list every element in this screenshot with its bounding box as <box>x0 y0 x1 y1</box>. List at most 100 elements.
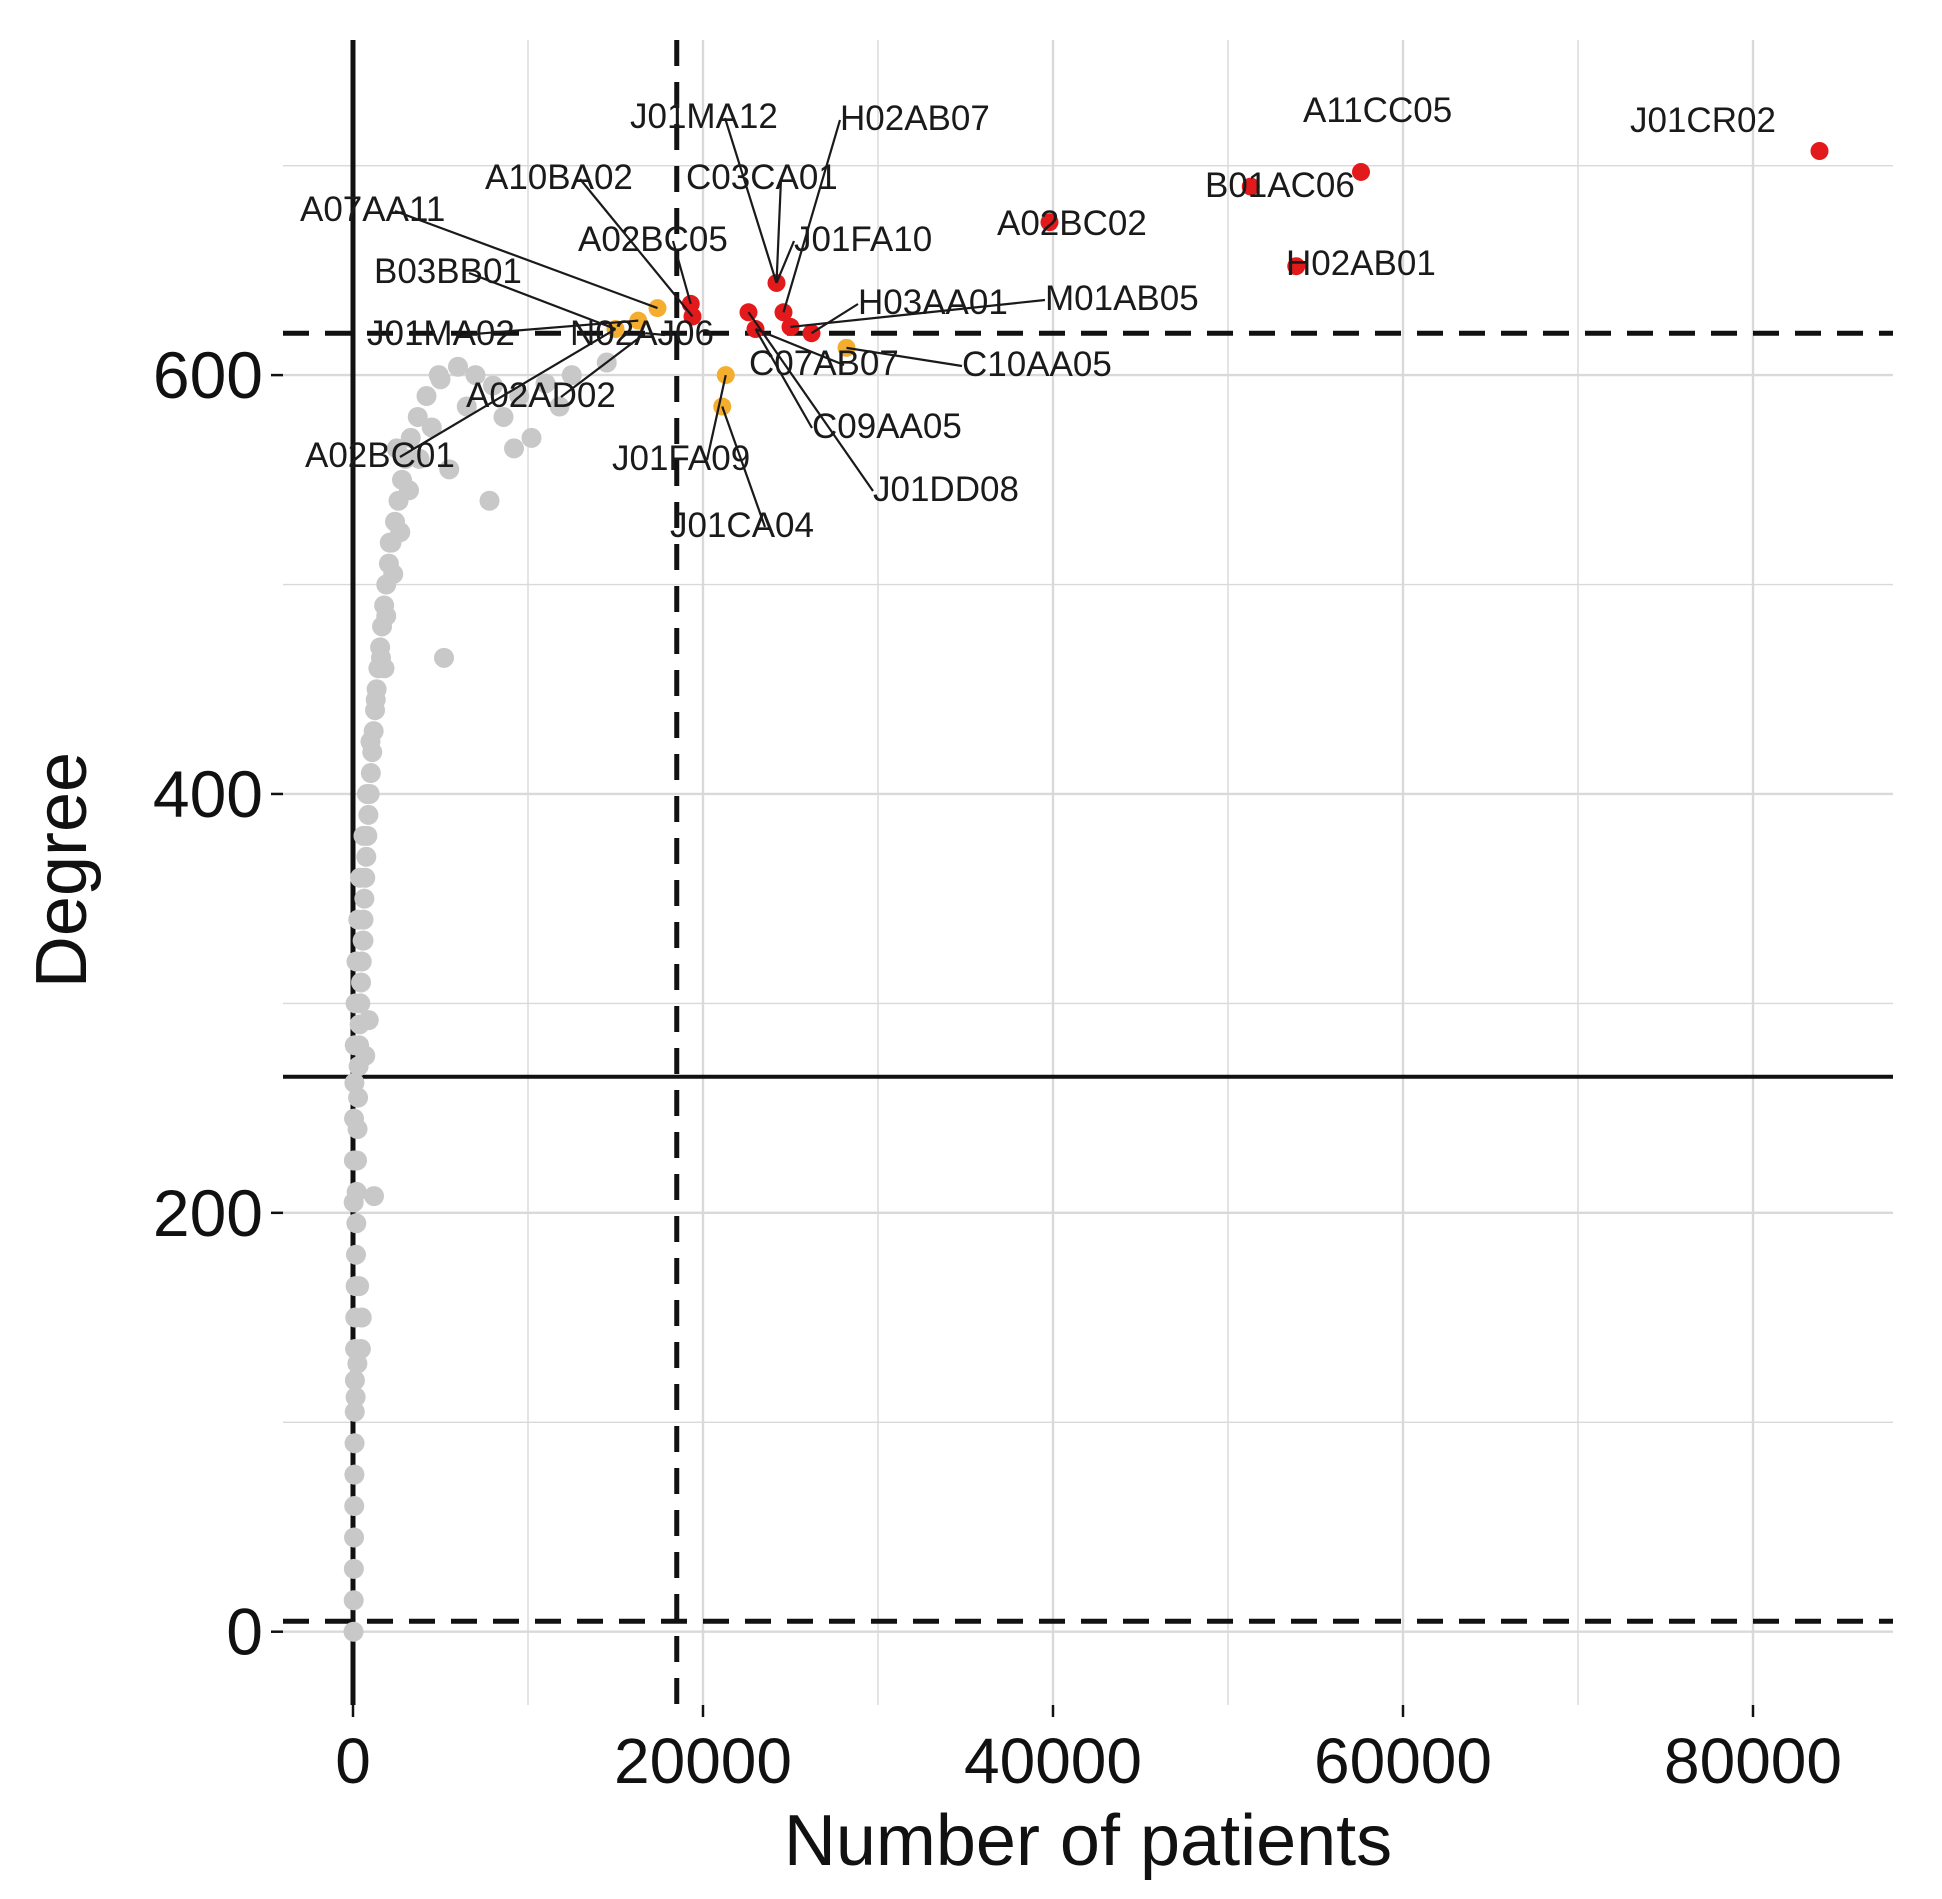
data-point <box>344 1527 365 1548</box>
data-point <box>358 804 379 825</box>
data-point <box>439 459 460 480</box>
point-label: B03BB01 <box>374 252 522 291</box>
data-point <box>409 448 430 469</box>
point-label: A10BA02 <box>485 158 633 197</box>
data-point <box>456 396 477 417</box>
x-tick-label: 20000 <box>614 1725 792 1797</box>
label-leader-line <box>721 406 767 528</box>
data-point <box>348 909 369 930</box>
data-point <box>353 930 374 951</box>
data-point <box>376 605 397 626</box>
y-tick-label: 600 <box>153 338 263 412</box>
data-point <box>521 427 542 448</box>
data-point <box>399 480 419 501</box>
x-tick-label: 80000 <box>1664 1725 1842 1797</box>
label-leader-line <box>468 271 616 331</box>
data-point <box>357 783 377 804</box>
point-label: J01CR02 <box>1630 101 1776 140</box>
data-point <box>535 373 556 394</box>
data-point <box>344 1433 365 1454</box>
data-point <box>407 406 428 427</box>
point-label: J01MA12 <box>630 97 778 136</box>
point-label: H02AB01 <box>1286 244 1436 283</box>
point-labels: J01CR02 A11CC05 B01AC06 H02AB01 A02BC02 J01MA… <box>300 91 1776 545</box>
label-leader-line <box>723 117 778 284</box>
data-point <box>356 846 377 867</box>
data-point <box>483 375 503 396</box>
label-leader-line <box>775 240 796 284</box>
data-point <box>343 1621 364 1642</box>
data-point <box>504 438 524 459</box>
data-point <box>428 365 449 386</box>
y-tick-label: 400 <box>153 757 263 831</box>
y-tick-label: 0 <box>226 1595 263 1669</box>
point-label: H03AA01 <box>858 283 1008 322</box>
label-leader-line <box>399 328 617 458</box>
data-point <box>344 1072 365 1093</box>
label-leader-line <box>790 298 1046 329</box>
point-label: J01FA09 <box>612 439 750 478</box>
point-label: C03CA01 <box>686 158 838 197</box>
data-point <box>346 951 367 972</box>
point-label: A11CC05 <box>1303 91 1452 130</box>
data-point <box>416 386 437 407</box>
point-label: B01AC06 <box>1205 166 1355 205</box>
point-label: A02BC05 <box>578 220 728 259</box>
label-leader-line <box>754 328 813 429</box>
data-point <box>344 1108 365 1129</box>
data-point <box>343 1150 364 1171</box>
data-point <box>343 1192 364 1213</box>
point-label: N02AJ06 <box>570 314 714 353</box>
y-tick-label: 200 <box>153 1176 263 1250</box>
highlight-point <box>1241 177 1260 196</box>
data-point <box>365 689 386 710</box>
data-point <box>360 731 381 752</box>
data-point <box>344 1496 365 1517</box>
point-label: C07AB07 <box>749 344 899 383</box>
point-label: H02AB07 <box>840 99 990 138</box>
data-point <box>386 438 407 459</box>
point-label: J01DD08 <box>873 470 1019 509</box>
data-point <box>364 1186 384 1207</box>
x-tick-label: 0 <box>335 1725 371 1797</box>
data-point <box>353 825 374 846</box>
label-leader-line <box>645 332 666 337</box>
data-point <box>345 1387 366 1408</box>
data-point <box>349 1276 370 1297</box>
data-point <box>343 1558 364 1579</box>
data-point <box>344 1464 365 1485</box>
data-point <box>347 1353 368 1374</box>
data-point <box>343 1590 364 1611</box>
label-leader-line <box>671 240 692 305</box>
label-leader-line <box>755 327 845 367</box>
grid <box>283 40 1893 1705</box>
y-axis-title: Degree <box>22 752 102 988</box>
data-point <box>355 1045 376 1066</box>
x-tick-label: 60000 <box>1314 1725 1492 1797</box>
highlight-point <box>1040 213 1059 232</box>
label-leader-line <box>705 374 727 461</box>
point-label: J01FA10 <box>794 220 932 259</box>
label-leader-line <box>560 332 646 398</box>
data-point <box>350 867 370 888</box>
data-point <box>448 356 468 377</box>
axes: 0 200 400 600 0 20000 40000 60000 80000 Number of… <box>22 338 1842 1881</box>
data-point <box>400 427 421 448</box>
data-point <box>354 888 375 909</box>
label-leader-line <box>810 303 859 335</box>
point-label: M01AB05 <box>1045 279 1199 318</box>
x-axis-title: Number of patients <box>784 1801 1392 1881</box>
data-point <box>351 1307 372 1328</box>
label-leader-line <box>782 119 842 313</box>
point-label: A07AA11 <box>300 190 445 229</box>
data-point <box>509 386 530 407</box>
data-points <box>343 142 1829 1642</box>
point-label: A02BC02 <box>997 204 1147 243</box>
data-point <box>421 417 442 438</box>
data-point <box>493 406 514 427</box>
point-label: J01CA04 <box>670 506 814 545</box>
point-label: A02AD02 <box>466 376 616 415</box>
data-point <box>345 993 366 1014</box>
